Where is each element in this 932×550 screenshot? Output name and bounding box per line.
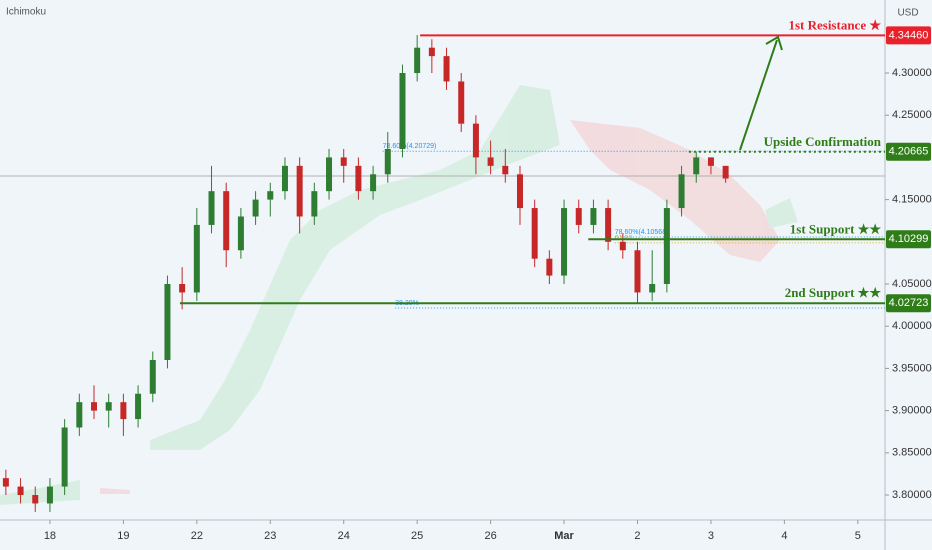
fib-label: 61.80 bbox=[615, 235, 633, 242]
candle-body bbox=[458, 81, 465, 124]
candle-body bbox=[193, 224, 200, 293]
candle-body bbox=[516, 174, 523, 209]
level-label: 2nd Support ★★ bbox=[785, 285, 882, 300]
arrow-shaft bbox=[739, 39, 778, 151]
cloud-green bbox=[765, 198, 798, 228]
candle-body bbox=[179, 284, 186, 293]
y-tick-label: 3.85000 bbox=[892, 447, 932, 459]
x-tick-label: 2 bbox=[634, 530, 640, 542]
candle-body bbox=[561, 208, 568, 276]
candle-body bbox=[575, 208, 582, 225]
x-tick-label: 3 bbox=[708, 530, 714, 542]
candle-body bbox=[663, 208, 670, 285]
candle-body bbox=[208, 191, 215, 225]
candle-body bbox=[546, 258, 553, 276]
x-tick-label: 18 bbox=[44, 530, 56, 542]
level-label: Upside Confirmation bbox=[764, 134, 882, 149]
price-tag bbox=[886, 294, 931, 313]
candle-body bbox=[443, 56, 450, 82]
candle-body bbox=[502, 165, 509, 175]
candle-body bbox=[722, 165, 729, 179]
y-tick-label: 4.30000 bbox=[892, 67, 932, 79]
candle-body bbox=[61, 427, 68, 487]
candle-body bbox=[252, 199, 259, 217]
candle-body bbox=[370, 174, 377, 192]
candle-body bbox=[296, 165, 303, 217]
candle-body bbox=[428, 47, 435, 57]
candle-body bbox=[17, 486, 24, 496]
candle-body bbox=[472, 123, 479, 158]
candle-body bbox=[267, 191, 274, 200]
price-tag bbox=[886, 230, 931, 249]
y-tick-label: 3.95000 bbox=[892, 362, 932, 374]
x-tick-label: 25 bbox=[411, 530, 423, 542]
candle-body bbox=[149, 359, 156, 394]
candle-body bbox=[487, 157, 494, 166]
x-tick-label: 5 bbox=[855, 530, 861, 542]
candle-body bbox=[590, 208, 597, 225]
candle-body bbox=[340, 157, 347, 166]
candle-body bbox=[91, 402, 98, 411]
fib-label: 78.60%(4.20729) bbox=[383, 143, 437, 150]
candle-body bbox=[693, 157, 700, 175]
candle-body bbox=[649, 284, 656, 293]
x-tick-label: 23 bbox=[264, 530, 276, 542]
price-tag-label: 4.02723 bbox=[889, 297, 929, 309]
cloud-red bbox=[570, 120, 780, 262]
fib-label: 78.60%(4.10568) bbox=[615, 229, 669, 236]
cloud-green bbox=[0, 480, 80, 505]
x-tick-label: 4 bbox=[781, 530, 787, 542]
x-tick-label: 19 bbox=[117, 530, 129, 542]
x-tick-label: Mar bbox=[554, 530, 574, 542]
candle-body bbox=[32, 495, 39, 504]
level-label: 1st Support ★★ bbox=[790, 221, 882, 236]
y-tick-label: 4.25000 bbox=[892, 109, 932, 121]
candle-body bbox=[281, 165, 288, 192]
candle-body bbox=[237, 216, 244, 251]
y-tick-label: 3.80000 bbox=[892, 489, 932, 501]
candle-body bbox=[619, 241, 626, 251]
price-tag-label: 4.34460 bbox=[889, 29, 929, 41]
candle-body bbox=[326, 157, 333, 192]
indicator-label: Ichimoku bbox=[6, 7, 46, 18]
candle-body bbox=[2, 478, 9, 487]
x-tick-label: 24 bbox=[338, 530, 350, 542]
level-label: 1st Resistance ★ bbox=[788, 17, 881, 32]
candle-body bbox=[531, 208, 538, 259]
currency-label: USD bbox=[897, 8, 918, 19]
x-tick-label: 22 bbox=[191, 530, 203, 542]
candle-body bbox=[76, 402, 83, 428]
y-tick-label: 4.00000 bbox=[892, 320, 932, 332]
cloud-red bbox=[100, 488, 130, 494]
price-tag-label: 4.20665 bbox=[889, 146, 929, 158]
candle-body bbox=[355, 165, 362, 192]
candle-body bbox=[120, 402, 127, 420]
x-tick-label: 26 bbox=[484, 530, 496, 542]
arrow-head bbox=[765, 35, 783, 51]
candle-body bbox=[164, 284, 171, 360]
candle-body bbox=[399, 73, 406, 149]
candle-body bbox=[634, 250, 641, 293]
candle-body bbox=[414, 47, 421, 74]
price-tag bbox=[886, 142, 931, 161]
candle-body bbox=[678, 174, 685, 209]
y-tick-label: 4.05000 bbox=[892, 278, 932, 290]
candle-body bbox=[707, 157, 714, 166]
candle-body bbox=[135, 393, 142, 420]
candle-body bbox=[311, 191, 318, 217]
candle-body bbox=[223, 191, 230, 251]
candle-body bbox=[46, 486, 53, 504]
price-tag bbox=[886, 26, 931, 45]
candle-body bbox=[105, 402, 112, 411]
price-tag-label: 4.10299 bbox=[889, 233, 929, 245]
y-tick-label: 3.90000 bbox=[892, 405, 932, 417]
candle-body bbox=[605, 208, 612, 242]
y-tick-label: 4.15000 bbox=[892, 194, 932, 206]
candle-body bbox=[384, 148, 391, 175]
upside-arrow bbox=[739, 35, 783, 151]
